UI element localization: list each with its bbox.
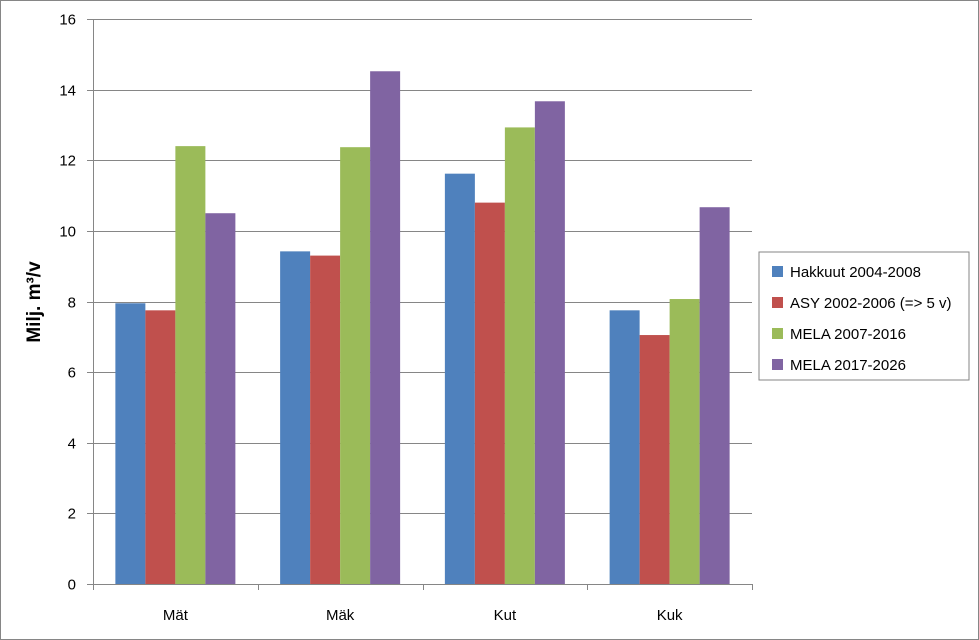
legend-swatch <box>772 359 783 370</box>
x-tick-label: Mät <box>163 607 189 624</box>
bar <box>444 173 475 584</box>
bar <box>205 213 236 584</box>
legend-box <box>758 251 970 381</box>
x-tick-label: Kut <box>494 607 517 624</box>
bars <box>115 71 730 585</box>
bar <box>370 71 401 584</box>
bar <box>639 335 670 584</box>
y-tick-label: 10 <box>59 224 76 241</box>
bar <box>504 127 535 585</box>
legend: Hakkuut 2004-2008 ASY 2002-2006 (=> 5 v) M… <box>758 251 970 381</box>
bar <box>175 146 206 584</box>
bar <box>145 310 176 584</box>
legend-swatch <box>772 266 783 277</box>
y-tick-label: 8 <box>68 295 76 312</box>
y-tick-label: 0 <box>68 577 76 594</box>
x-tick-labels: Mät Mäk Kut Kuk <box>163 607 683 624</box>
legend-entry-label: Hakkuut 2004-2008 <box>790 264 921 281</box>
bar <box>115 303 146 584</box>
legend-entry-label: MELA 2007-2016 <box>790 326 906 343</box>
bar <box>280 251 311 584</box>
y-tick-label: 6 <box>68 365 76 382</box>
x-tick-label: Kuk <box>657 607 683 624</box>
y-tick-label: 2 <box>68 506 76 523</box>
legend-entry-label: MELA 2017-2026 <box>790 357 906 374</box>
x-tick-label: Mäk <box>326 607 355 624</box>
y-tick-label: 4 <box>68 436 76 453</box>
bar <box>699 207 730 584</box>
legend-swatch <box>772 328 783 339</box>
y-tick-label: 14 <box>59 83 76 100</box>
y-tick-label: 12 <box>59 153 76 170</box>
bar <box>474 202 505 584</box>
y-axis-label: Milj. m³/v <box>24 261 45 343</box>
bar <box>310 255 341 584</box>
y-tick-label: 16 <box>59 12 76 29</box>
bar <box>609 310 640 584</box>
legend-swatch <box>772 297 783 308</box>
y-tick-labels: 0 2 4 6 8 10 12 14 16 <box>59 12 76 594</box>
legend-entry-label: ASY 2002-2006 (=> 5 v) <box>790 295 952 312</box>
bar <box>340 147 371 584</box>
axes <box>87 19 753 590</box>
bar <box>669 299 700 584</box>
bar <box>534 101 565 584</box>
